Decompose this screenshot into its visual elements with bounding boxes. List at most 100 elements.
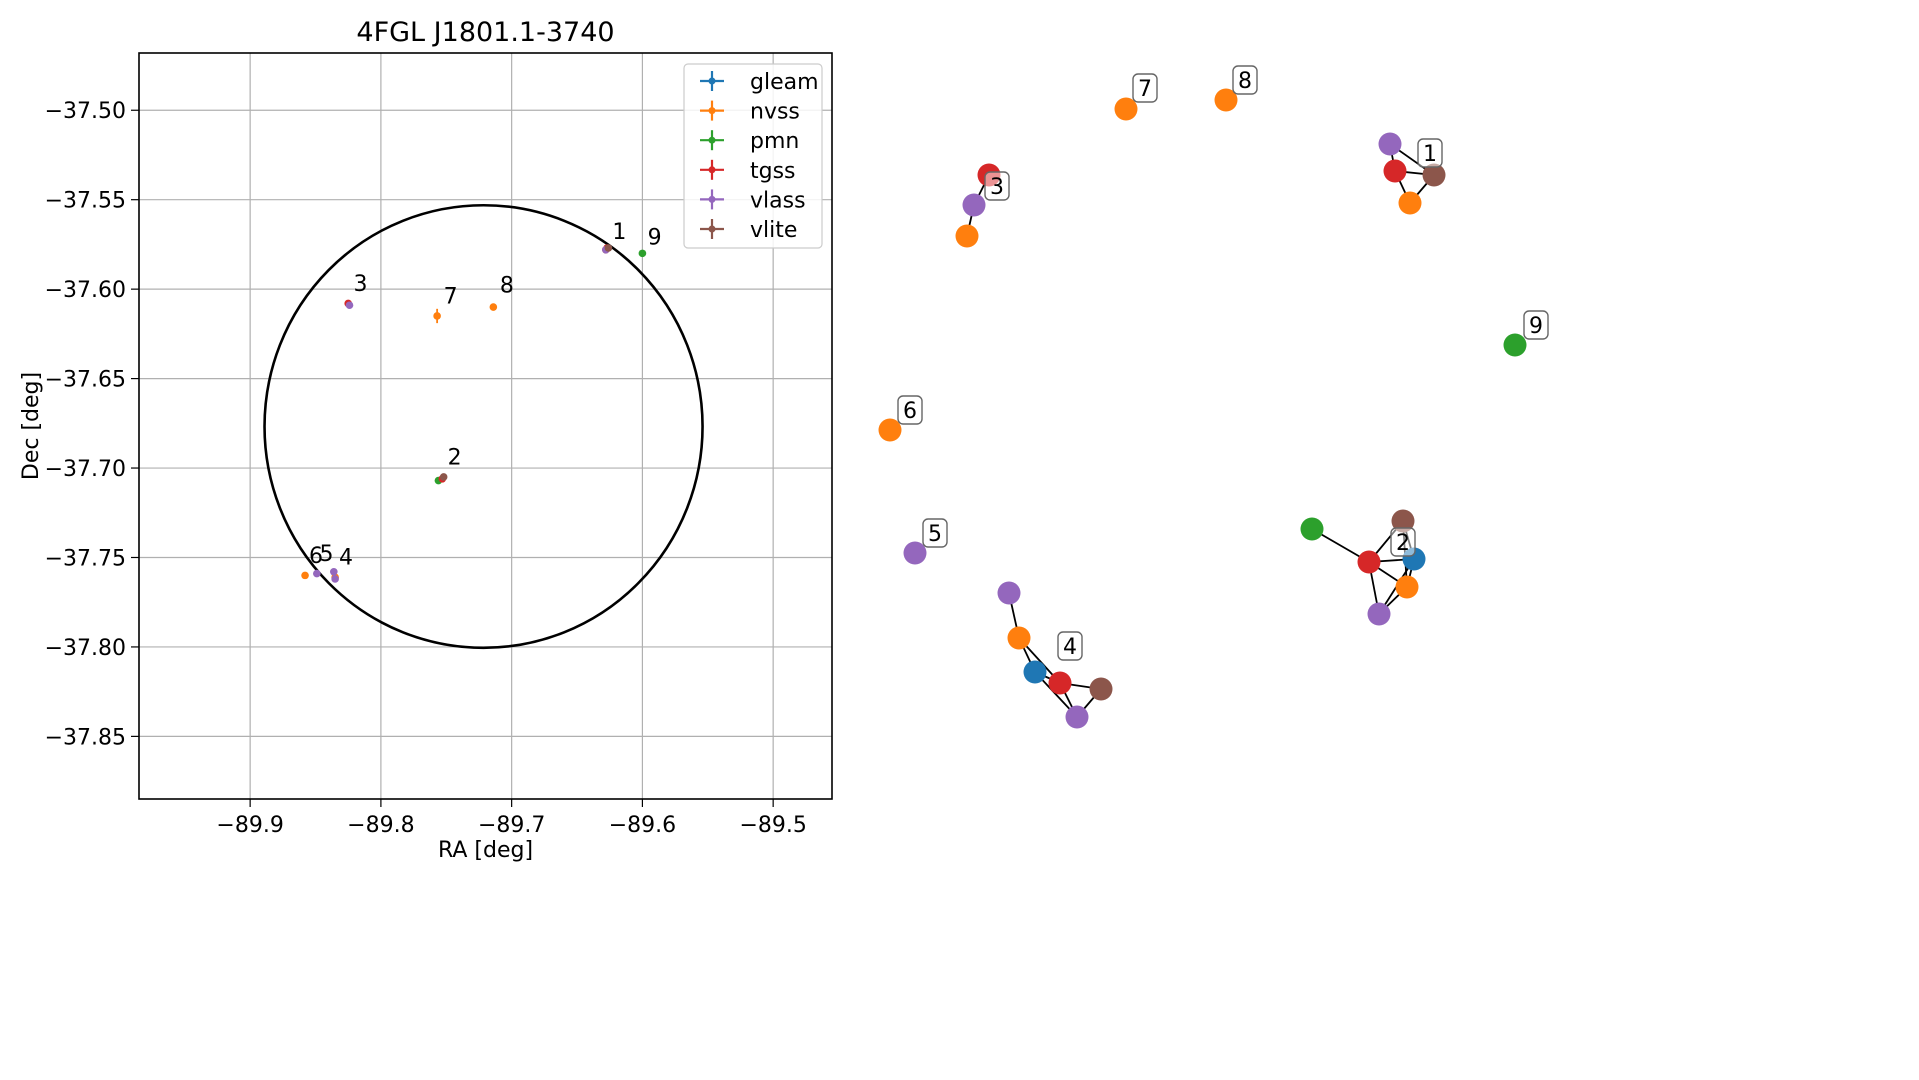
graph-nodes [878, 88, 1527, 729]
graph-node-label: 8 [1232, 65, 1258, 95]
graph-node-pmn [1503, 333, 1527, 357]
x-tick-label: −89.7 [478, 813, 545, 838]
source-number-label: 1 [612, 220, 626, 245]
graph-node-vlass [903, 541, 927, 565]
legend-entry-gleam: gleam [700, 70, 819, 95]
svg-text:2: 2 [1396, 531, 1410, 556]
graph-node-vlite [1422, 163, 1446, 187]
y-tick-label: −37.85 [45, 725, 126, 750]
legend-label: pmn [750, 129, 799, 154]
x-tick-label: −89.9 [216, 813, 283, 838]
legend-entry-vlass: vlass [700, 188, 806, 213]
svg-text:6: 6 [903, 399, 917, 424]
graph-node-nvss [955, 224, 979, 248]
source-number-label: 5 [319, 542, 333, 567]
legend-entry-vlite: vlite [700, 218, 797, 243]
graph-node-label: 4 [1057, 631, 1083, 661]
graph-node-vlass [1065, 705, 1089, 729]
source-number-label: 6 [309, 544, 323, 569]
legend-label: vlite [750, 218, 797, 243]
y-tick-label: −37.65 [45, 368, 126, 393]
data-point-vlite [604, 244, 613, 252]
data-point-vlass [345, 301, 354, 310]
association-graph: 1 2 3 4 5 6 7 8 9 [878, 65, 1549, 729]
graph-node-label: 3 [984, 171, 1010, 201]
source-labels: 1 9 3 7 8 2 65 4 [309, 220, 662, 571]
graph-node-vlass [962, 193, 986, 217]
graph-node-label: 2 [1390, 527, 1416, 557]
legend-entry-pmn: pmn [700, 129, 799, 154]
source-number-label: 2 [448, 445, 462, 470]
svg-text:3: 3 [990, 175, 1004, 200]
graph-node-tgss [1048, 671, 1072, 695]
svg-text:8: 8 [1238, 69, 1252, 94]
legend-label: nvss [750, 100, 800, 125]
source-number-label: 3 [353, 272, 367, 297]
graph-node-vlass [1367, 602, 1391, 626]
legend-entry-nvss: nvss [700, 100, 800, 125]
data-point-nvss [489, 303, 498, 311]
grid [139, 53, 832, 799]
graph-node-tgss [1383, 159, 1407, 183]
graph-edges [966, 143, 1435, 718]
y-tick-label: −37.80 [45, 636, 126, 661]
graph-node-nvss [1214, 88, 1238, 112]
graph-node-pmn [1300, 517, 1324, 541]
data-point-vlass [331, 575, 339, 583]
data-point-vlass [330, 568, 338, 576]
source-number-label: 8 [500, 274, 514, 299]
data-point-vlite [439, 473, 448, 481]
error-ellipse-layer [263, 203, 704, 650]
graph-node-nvss [1398, 191, 1422, 215]
x-axis-label: RA [deg] [438, 838, 533, 863]
y-tick-label: −37.75 [45, 546, 126, 571]
svg-text:9: 9 [1529, 314, 1543, 339]
y-tick-label: −37.70 [45, 457, 126, 482]
sky-position-plot: 1 9 3 7 8 2 65 4 −89.9 −89.8 −89.7 −89.6 −89.5 −37.5… [19, 17, 833, 863]
legend: gleam nvss pmn tgss vlass vlite [683, 63, 823, 249]
data-point-vlass [313, 569, 321, 578]
graph-node-labels: 1 2 3 4 5 6 7 8 9 [897, 65, 1549, 661]
legend-label: gleam [750, 70, 819, 95]
graph-node-nvss [1007, 626, 1031, 650]
legend-label: tgss [750, 159, 796, 184]
legend-entry-tgss: tgss [700, 159, 796, 184]
graph-node-label: 9 [1523, 310, 1549, 340]
data-point-nvss [301, 571, 309, 580]
graph-node-vlite [1391, 509, 1415, 533]
plot-frame [138, 52, 833, 800]
data-point-nvss [433, 308, 441, 324]
source-number-label: 7 [444, 284, 458, 309]
source-number-label: 4 [339, 546, 353, 571]
x-tick-label: −89.8 [347, 813, 414, 838]
source-points [301, 244, 647, 583]
graph-node-label: 6 [897, 395, 923, 425]
y-axis-label: Dec [deg] [19, 372, 44, 480]
y-tick-label: −37.55 [45, 189, 126, 214]
graph-node-label: 5 [922, 518, 948, 548]
graph-node-tgss [1357, 550, 1381, 574]
x-tick-label: −89.5 [739, 813, 806, 838]
graph-node-vlass [997, 581, 1021, 605]
graph-node-gleam [1023, 660, 1047, 684]
y-tick-label: −37.50 [45, 99, 126, 124]
svg-text:1: 1 [1423, 142, 1437, 167]
source-number-label: 9 [648, 225, 662, 250]
x-tick-label: −89.6 [609, 813, 676, 838]
chart-title: 4FGL J1801.1-3740 [356, 17, 614, 48]
graph-node-label: 1 [1417, 138, 1443, 168]
axis-ticks: −89.9 −89.8 −89.7 −89.6 −89.5 −37.50 −37.55 −37… [45, 99, 807, 838]
graph-node-vlite [1089, 677, 1113, 701]
svg-text:4: 4 [1063, 635, 1077, 660]
svg-text:7: 7 [1138, 77, 1152, 102]
y-tick-label: −37.60 [45, 278, 126, 303]
error-ellipse [263, 203, 704, 650]
graph-node-vlass [1378, 132, 1402, 156]
legend-label: vlass [750, 188, 806, 213]
graph-node-label: 7 [1132, 73, 1158, 103]
svg-text:5: 5 [928, 522, 942, 547]
graph-node-nvss [1114, 97, 1138, 121]
graph-node-nvss [878, 418, 902, 442]
data-point-pmn [638, 249, 647, 258]
graph-node-nvss [1395, 575, 1419, 599]
